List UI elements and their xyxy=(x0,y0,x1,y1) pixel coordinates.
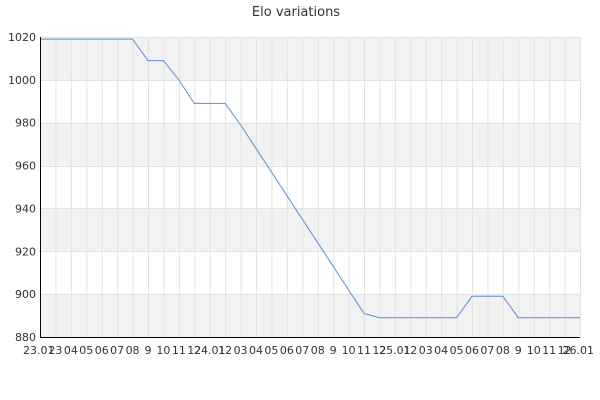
vertical-gridlines xyxy=(40,37,581,337)
x-tick-label: 08 xyxy=(496,344,510,357)
y-tick-label: 960 xyxy=(15,160,36,173)
x-tick-label: 26.01 xyxy=(563,344,595,357)
y-tick-label: 920 xyxy=(15,245,36,258)
chart-title: Elo variations xyxy=(252,5,340,20)
x-tick-label: 23 xyxy=(48,344,62,357)
x-tick-label: 03 xyxy=(234,344,248,357)
y-tick-label: 980 xyxy=(15,117,36,130)
plot-band xyxy=(40,122,580,166)
y-tick-label: 900 xyxy=(15,288,36,301)
x-tick-label: 06 xyxy=(280,344,294,357)
x-tick-label: 04 xyxy=(64,344,78,357)
x-tick-label: 9 xyxy=(145,344,152,357)
x-tick-label: 07 xyxy=(480,344,494,357)
x-tick-label: 12 xyxy=(187,344,201,357)
x-tick-label: 03 xyxy=(419,344,433,357)
x-tick-label: 12 xyxy=(372,344,386,357)
elo-series-line xyxy=(40,38,580,319)
x-tick-label: 07 xyxy=(110,344,124,357)
y-tick-label: 1000 xyxy=(8,74,36,87)
x-tick-label: 08 xyxy=(126,344,140,357)
plot-band xyxy=(40,294,580,337)
x-tick-label: 12 xyxy=(558,344,572,357)
y-tick-label: 940 xyxy=(15,202,36,215)
plot-bands xyxy=(40,37,580,337)
x-tick-label: 08 xyxy=(311,344,325,357)
y-tick-label: 880 xyxy=(15,331,36,344)
plot-band xyxy=(40,37,580,80)
x-tick-label: 11 xyxy=(542,344,556,357)
x-tick-label: 04 xyxy=(249,344,263,357)
plot-band xyxy=(40,208,580,252)
x-tick-label: 10 xyxy=(527,344,541,357)
x-tick-label: 06 xyxy=(465,344,479,357)
x-tick-label: 10 xyxy=(156,344,170,357)
x-tick-label: 9 xyxy=(330,344,337,357)
y-tick-labels: 880 900 920 940 960 980 1000 1020 xyxy=(8,31,36,344)
x-tick-label: 23.01 xyxy=(23,344,55,357)
x-tick-label: 9 xyxy=(515,344,522,357)
x-tick-label: 05 xyxy=(450,344,464,357)
x-tick-label: 10 xyxy=(342,344,356,357)
x-tick-label: 24.01 xyxy=(194,344,226,357)
x-tick-label: 05 xyxy=(264,344,278,357)
x-tick-label: 12 xyxy=(403,344,417,357)
x-tick-label: 25.01 xyxy=(379,344,411,357)
x-tick-label: 11 xyxy=(172,344,186,357)
x-tick-label: 04 xyxy=(434,344,448,357)
horizontal-gridlines xyxy=(40,37,580,338)
x-tick-label: 11 xyxy=(357,344,371,357)
x-tick-label: 07 xyxy=(295,344,309,357)
x-tick-label: 12 xyxy=(218,344,232,357)
x-tick-label: 06 xyxy=(95,344,109,357)
y-tick-label: 1020 xyxy=(8,31,36,44)
x-tick-label: 05 xyxy=(79,344,93,357)
